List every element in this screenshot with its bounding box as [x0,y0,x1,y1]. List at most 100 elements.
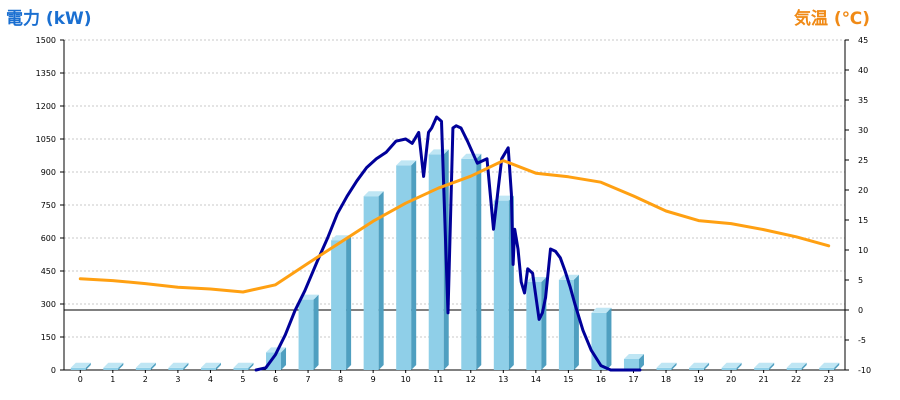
bar-side [411,160,417,370]
bar-side [248,362,254,370]
bar-side [118,362,124,370]
left-tick-label: 1350 [36,69,56,78]
bar-top [493,195,514,201]
bar-top [168,362,189,368]
left-tick-label: 0 [51,366,56,375]
bar [493,195,514,370]
x-tick-label: 18 [661,375,671,384]
right-axis-title: 気温 (℃) [793,9,870,29]
x-tick-label: 13 [498,375,508,384]
bar-side [606,307,612,370]
x-tick-label: 6 [273,375,278,384]
bar-front [363,196,379,370]
bar-front [656,367,672,370]
left-tick-label: 1200 [36,102,56,111]
x-tick-label: 19 [693,375,703,384]
bar-top [70,362,91,368]
bar-top [721,362,742,368]
bar [363,191,384,370]
bar-top [623,354,644,359]
bar-front [786,367,802,370]
bar-front [623,359,639,370]
x-tick-label: 23 [824,375,834,384]
x-tick-label: 14 [531,375,541,384]
bar-top [363,191,384,197]
left-tick-label: 450 [41,267,56,276]
left-tick-label: 600 [41,234,56,243]
bar-side [378,191,384,370]
left-tick-label: 300 [41,300,56,309]
bar-top [396,160,417,166]
bar-side [85,362,91,370]
bar-side [671,362,677,370]
x-tick-label: 0 [78,375,83,384]
bar-side [573,274,579,370]
bar-front [721,367,737,370]
x-tick-label: 2 [143,375,148,384]
bar-side [638,354,644,370]
x-tick-label: 9 [371,375,376,384]
left-tick-label: 750 [41,201,56,210]
bar [233,362,254,370]
bar-front [754,367,770,370]
bar-side [769,362,775,370]
bar-top [656,362,677,368]
right-tick-label: 30 [858,126,868,135]
bar-side [313,294,319,370]
left-axis-title: 電力 (kW) [6,9,92,29]
bar-front [819,367,835,370]
bar-top [233,362,254,368]
bar-side [834,362,840,370]
bar [70,362,91,370]
right-tick-label: 25 [858,156,868,165]
bar-side [150,362,156,370]
bar-front [396,165,412,370]
right-tick-label: -5 [858,336,866,345]
bar [786,362,807,370]
x-tick-label: 7 [306,375,311,384]
axes-layer [60,39,849,373]
bar-top [200,362,221,368]
right-tick-label: -10 [858,366,871,375]
right-tick-label: 5 [858,276,863,285]
bar [558,274,579,370]
bar-front [428,154,444,370]
bar-front [200,367,216,370]
bar-top [786,362,807,368]
bar [721,362,742,370]
labels-layer: 0 150 300 450 600 750 9 0 0 1050 1200 1350 1500 -10 -5… [36,36,871,384]
bar [689,362,710,370]
x-tick-label: 16 [596,375,606,384]
bar-top [558,274,579,280]
bar [135,362,156,370]
left-tick-label: 150 [41,333,56,342]
grid-layer [64,39,845,338]
x-tick-label: 22 [791,375,801,384]
right-tick-label: 20 [858,186,868,195]
bar [396,160,417,370]
bar-side [736,362,742,370]
bar-front [266,352,282,370]
left-tick-label: 1500 [36,36,56,45]
bar-side [476,153,482,370]
bar [298,294,319,370]
bar-front [526,282,542,370]
bar [103,362,124,370]
bar-side [346,235,352,370]
bar [623,354,644,370]
bar [200,362,221,370]
bar [331,235,352,370]
x-tick-label: 20 [726,375,736,384]
bar [266,347,287,370]
bar-top [135,362,156,368]
temperature-line [78,159,831,294]
bar-top [754,362,775,368]
bar-top [689,362,710,368]
x-tick-label: 10 [401,375,411,384]
left-tick-label: 1050 [36,135,56,144]
bar-front [70,367,86,370]
bar-front [331,240,347,370]
x-tick-label: 5 [240,375,245,384]
right-tick-label: 0 [858,306,863,315]
